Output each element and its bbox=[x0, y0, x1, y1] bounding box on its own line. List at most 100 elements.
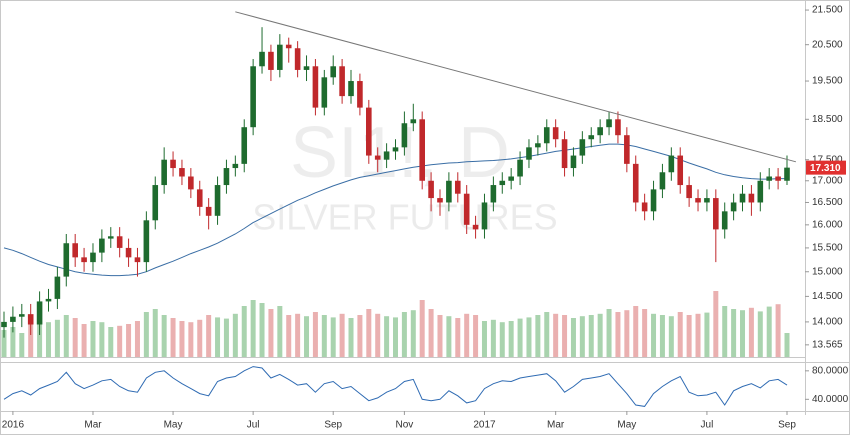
candle-body bbox=[268, 51, 274, 70]
candle-body bbox=[615, 119, 621, 136]
candle-body bbox=[294, 48, 301, 70]
volume-bar bbox=[134, 321, 140, 357]
candle-body bbox=[766, 176, 773, 181]
candle-body bbox=[490, 185, 497, 203]
candle-body bbox=[784, 167, 790, 181]
candle-body bbox=[686, 185, 692, 199]
volume-bar bbox=[686, 315, 692, 357]
candle-body bbox=[1, 321, 7, 328]
volume-bar bbox=[713, 291, 719, 357]
candle-body bbox=[223, 168, 230, 186]
volume-bar bbox=[250, 300, 256, 357]
volume-bar bbox=[286, 315, 292, 357]
candle-body bbox=[63, 243, 70, 277]
candle-body bbox=[739, 193, 746, 203]
x-tick-label: Jul bbox=[247, 420, 260, 431]
volume-bar bbox=[481, 321, 487, 357]
volume-bar bbox=[570, 318, 576, 357]
candle-body bbox=[535, 143, 541, 148]
candle-body bbox=[552, 127, 559, 140]
last-price-badge bbox=[806, 160, 846, 175]
volume-bar bbox=[668, 316, 674, 357]
volume-bar bbox=[517, 318, 523, 357]
volume-bar bbox=[695, 313, 701, 357]
volume-bar bbox=[775, 304, 781, 357]
candle-body bbox=[366, 107, 372, 156]
volume-bar bbox=[223, 318, 229, 357]
candle-body bbox=[10, 316, 16, 322]
volume-bar bbox=[1, 330, 7, 357]
candle-body bbox=[472, 224, 479, 230]
candle-body bbox=[312, 66, 319, 108]
volume-bar bbox=[72, 318, 78, 357]
x-tick-label: Jul bbox=[701, 420, 714, 431]
candle-body bbox=[277, 44, 283, 70]
indicator-line bbox=[3, 366, 788, 407]
candle-body bbox=[107, 236, 114, 239]
volume-bar bbox=[508, 321, 514, 357]
volume-bar bbox=[321, 315, 327, 357]
volume-bar bbox=[215, 317, 221, 357]
candle-body bbox=[259, 51, 265, 67]
candle-body bbox=[508, 176, 514, 181]
volume-bar bbox=[99, 322, 105, 357]
candle-body bbox=[748, 193, 755, 203]
volume-bar bbox=[535, 315, 541, 357]
volume-bar bbox=[757, 311, 763, 357]
candle-body bbox=[597, 127, 603, 136]
volume-bar bbox=[499, 322, 505, 357]
candle-body bbox=[704, 198, 710, 203]
volume-bar bbox=[259, 303, 265, 357]
volume-bar bbox=[562, 315, 568, 357]
candle-body bbox=[90, 252, 96, 263]
volume-bar bbox=[748, 307, 754, 357]
volume-bar bbox=[126, 324, 132, 357]
volume-bar bbox=[642, 309, 648, 357]
volume-bar bbox=[446, 316, 452, 357]
candle-body bbox=[125, 247, 132, 258]
y-tick-label: 15.500 bbox=[812, 243, 843, 254]
candle-body bbox=[446, 180, 452, 203]
volume-bar bbox=[579, 316, 585, 357]
volume-bar bbox=[63, 315, 69, 357]
candle-body bbox=[303, 66, 310, 70]
candle-body bbox=[428, 180, 434, 199]
volume-bar bbox=[615, 312, 621, 357]
candle-body bbox=[232, 163, 239, 169]
volume-bar bbox=[597, 313, 603, 357]
volume-bar bbox=[143, 312, 149, 357]
volume-bar bbox=[544, 312, 550, 357]
y-tick-label: 14.500 bbox=[812, 291, 843, 302]
volume-bar bbox=[197, 319, 203, 357]
volume-bar bbox=[455, 318, 461, 357]
candle-body bbox=[543, 127, 550, 144]
volume-bar bbox=[428, 309, 434, 357]
volume-bar bbox=[161, 315, 167, 357]
y-tick-label: 19.500 bbox=[812, 76, 843, 87]
volume-bar bbox=[232, 313, 238, 357]
candle-body bbox=[321, 77, 328, 108]
volume-bar bbox=[108, 327, 114, 357]
candle-body bbox=[606, 119, 612, 128]
candle-body bbox=[775, 176, 781, 181]
candle-body bbox=[632, 163, 639, 203]
candle-body bbox=[330, 66, 337, 78]
candle-body bbox=[285, 44, 292, 49]
candle-body bbox=[437, 198, 443, 203]
x-tick-label: May bbox=[164, 420, 183, 431]
volume-bar bbox=[722, 306, 728, 357]
volume-bar bbox=[731, 309, 737, 357]
candle-body bbox=[72, 243, 78, 258]
y-tick-label: 17.500 bbox=[812, 154, 843, 165]
candle-body bbox=[499, 180, 506, 186]
candle-body bbox=[27, 314, 34, 325]
indicator-tick-label: 40.0000 bbox=[812, 394, 849, 405]
volume-bar bbox=[179, 321, 185, 357]
volume-bar bbox=[304, 316, 310, 357]
volume-bar bbox=[624, 310, 630, 357]
x-tick-label: May bbox=[617, 420, 636, 431]
volume-bar bbox=[464, 313, 470, 357]
candle-body bbox=[641, 202, 648, 212]
volume-bar bbox=[295, 313, 301, 357]
